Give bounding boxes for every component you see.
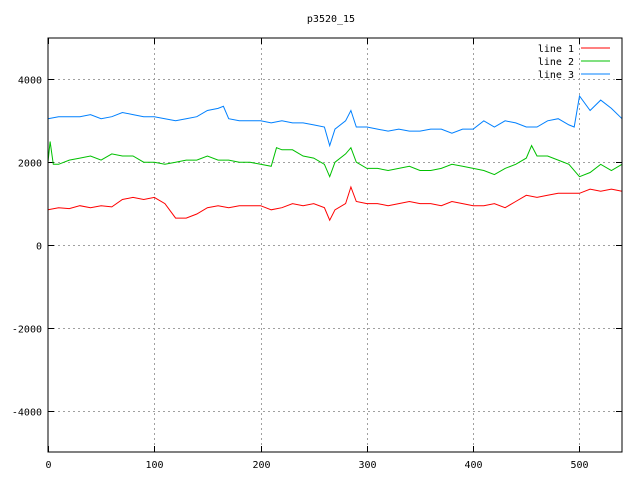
series-line-2	[47, 141, 623, 179]
series-lines	[47, 94, 623, 222]
x-tick-label: 200	[252, 460, 270, 471]
plot-border	[47, 37, 623, 453]
x-tick-label: 100	[145, 460, 163, 471]
series-line-1	[47, 185, 623, 222]
legend: line 1 line 2 line 3	[538, 44, 610, 81]
x-tick-label: 0	[45, 460, 51, 471]
legend-label: line 1	[538, 44, 574, 55]
y-tick-label: 2000	[18, 159, 42, 170]
axis-ticks: 0 100 200 300 400 500 -4000 -2000 0 2000 4000	[12, 38, 622, 471]
y-tick-label: 0	[36, 242, 42, 253]
x-tick-label: 400	[464, 460, 482, 471]
chart-title: p3520_15	[307, 14, 355, 25]
y-tick-label: 4000	[18, 76, 42, 87]
legend-label: line 3	[538, 70, 574, 81]
y-tick-label: -2000	[12, 325, 42, 336]
legend-label: line 2	[538, 57, 574, 68]
series-line-3	[47, 94, 623, 148]
y-tick-label: -4000	[12, 408, 42, 419]
x-tick-label: 300	[358, 460, 376, 471]
x-tick-label: 500	[570, 460, 588, 471]
grid	[48, 38, 622, 452]
